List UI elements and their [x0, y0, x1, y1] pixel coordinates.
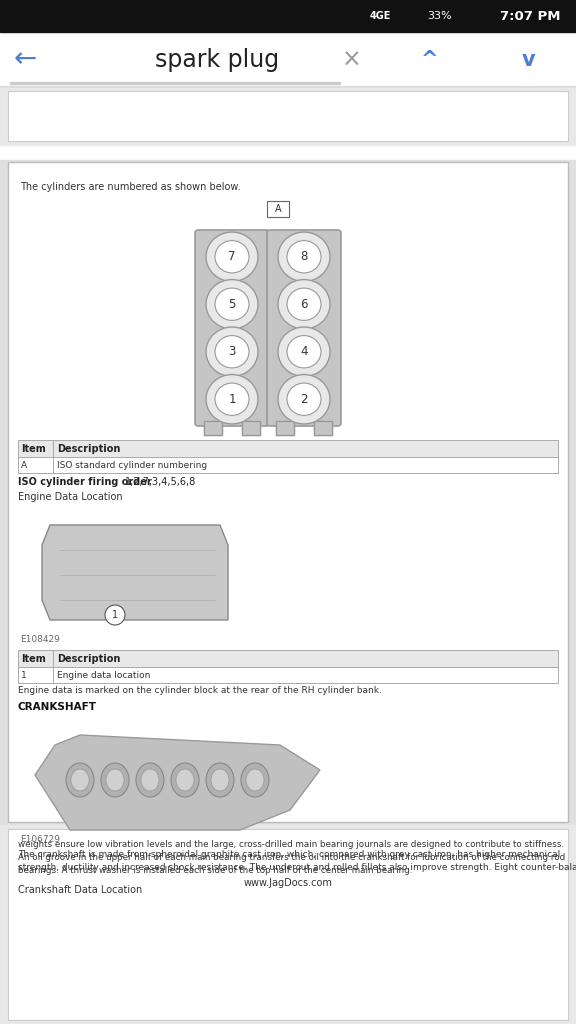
Text: 1,2,7,3,4,5,6,8: 1,2,7,3,4,5,6,8	[125, 477, 196, 487]
Text: spark plug: spark plug	[155, 47, 279, 72]
Text: ^: ^	[421, 49, 439, 70]
FancyBboxPatch shape	[18, 440, 558, 457]
Ellipse shape	[206, 280, 258, 329]
Text: E163887: E163887	[20, 443, 60, 452]
Ellipse shape	[206, 375, 258, 424]
Text: 5: 5	[228, 298, 236, 310]
Circle shape	[105, 605, 125, 625]
Bar	[0, 87, 576, 145]
Text: ISO standard cylinder numbering: ISO standard cylinder numbering	[57, 461, 207, 469]
Text: A: A	[21, 461, 27, 469]
Ellipse shape	[215, 383, 249, 416]
Ellipse shape	[136, 763, 164, 797]
Text: Engine Data Location: Engine Data Location	[18, 492, 123, 502]
Text: 6: 6	[300, 298, 308, 310]
FancyBboxPatch shape	[267, 230, 341, 426]
Ellipse shape	[287, 241, 321, 273]
Text: An oil groove in the upper half of each main bearing transfers the oil into the : An oil groove in the upper half of each …	[18, 853, 565, 862]
Text: 8: 8	[300, 250, 308, 263]
FancyBboxPatch shape	[242, 421, 260, 435]
FancyBboxPatch shape	[8, 91, 568, 141]
Text: 7: 7	[228, 250, 236, 263]
Text: 4: 4	[300, 345, 308, 358]
Text: Item: Item	[21, 653, 46, 664]
Text: 33%: 33%	[428, 11, 452, 22]
Ellipse shape	[171, 763, 199, 797]
Text: ×: ×	[342, 47, 362, 72]
Ellipse shape	[287, 288, 321, 321]
Ellipse shape	[71, 769, 89, 791]
Text: CRANKSHAFT: CRANKSHAFT	[18, 702, 97, 712]
Text: Engine data is marked on the cylinder block at the rear of the RH cylinder bank.: Engine data is marked on the cylinder bl…	[18, 686, 382, 695]
Text: strength, ductility and increased shock resistance. The undercut and rolled fill: strength, ductility and increased shock …	[18, 863, 576, 872]
Bar	[314, 421, 332, 435]
Bar	[0, 825, 576, 1024]
Bar	[204, 421, 222, 435]
Ellipse shape	[106, 769, 124, 791]
Bar	[0, 32, 576, 87]
Ellipse shape	[211, 769, 229, 791]
Ellipse shape	[206, 232, 258, 282]
Text: 2: 2	[300, 393, 308, 406]
FancyBboxPatch shape	[18, 667, 558, 683]
Ellipse shape	[278, 375, 330, 424]
Bar	[0, 0, 576, 32]
Text: www.JagDocs.com: www.JagDocs.com	[244, 878, 332, 888]
FancyBboxPatch shape	[18, 457, 558, 473]
FancyBboxPatch shape	[195, 230, 269, 426]
Ellipse shape	[246, 769, 264, 791]
Text: E108429: E108429	[20, 635, 60, 644]
Ellipse shape	[215, 336, 249, 368]
Text: 4GE: 4GE	[369, 11, 391, 22]
Text: weights ensure low vibration levels and the large, cross-drilled main bearing jo: weights ensure low vibration levels and …	[18, 840, 564, 849]
Text: 3: 3	[228, 345, 236, 358]
Text: Crankshaft Data Location: Crankshaft Data Location	[18, 885, 142, 895]
FancyBboxPatch shape	[18, 650, 558, 667]
Ellipse shape	[287, 336, 321, 368]
Ellipse shape	[206, 327, 258, 377]
Text: v: v	[521, 49, 535, 70]
Text: 1: 1	[228, 393, 236, 406]
Text: bearings. A thrust washer is installed each side of the top half of the center m: bearings. A thrust washer is installed e…	[18, 866, 412, 874]
Bar	[242, 421, 260, 435]
Text: 1: 1	[21, 671, 26, 680]
Ellipse shape	[215, 288, 249, 321]
Ellipse shape	[176, 769, 194, 791]
Ellipse shape	[66, 763, 94, 797]
Ellipse shape	[215, 241, 249, 273]
FancyBboxPatch shape	[8, 829, 568, 1020]
Bar	[10, 82, 340, 84]
Ellipse shape	[101, 763, 129, 797]
Ellipse shape	[278, 327, 330, 377]
Ellipse shape	[278, 232, 330, 282]
Text: A: A	[275, 204, 281, 214]
FancyBboxPatch shape	[8, 162, 568, 822]
Polygon shape	[35, 735, 320, 830]
Ellipse shape	[141, 769, 159, 791]
Text: ←: ←	[13, 45, 37, 74]
Text: The crankshaft is made from spheroidal graphite cast iron, which, compared with : The crankshaft is made from spheroidal g…	[18, 850, 560, 859]
Text: Engine data location: Engine data location	[57, 671, 150, 680]
Text: E106729: E106729	[20, 835, 60, 844]
Text: Item: Item	[21, 443, 46, 454]
Bar	[276, 421, 294, 435]
Bar	[8, 91, 568, 141]
Ellipse shape	[278, 280, 330, 329]
Text: Description: Description	[57, 443, 120, 454]
FancyBboxPatch shape	[276, 421, 294, 435]
Bar	[0, 160, 576, 824]
Ellipse shape	[206, 763, 234, 797]
Ellipse shape	[287, 383, 321, 416]
Text: 7:07 PM: 7:07 PM	[499, 9, 560, 23]
Text: The cylinders are numbered as shown below.: The cylinders are numbered as shown belo…	[20, 182, 241, 193]
Text: 1: 1	[112, 610, 118, 620]
Ellipse shape	[241, 763, 269, 797]
Text: Description: Description	[57, 653, 120, 664]
FancyBboxPatch shape	[267, 201, 289, 217]
FancyBboxPatch shape	[314, 421, 332, 435]
FancyBboxPatch shape	[204, 421, 222, 435]
Polygon shape	[42, 525, 228, 620]
Text: ISO cylinder firing order: ISO cylinder firing order	[18, 477, 151, 487]
